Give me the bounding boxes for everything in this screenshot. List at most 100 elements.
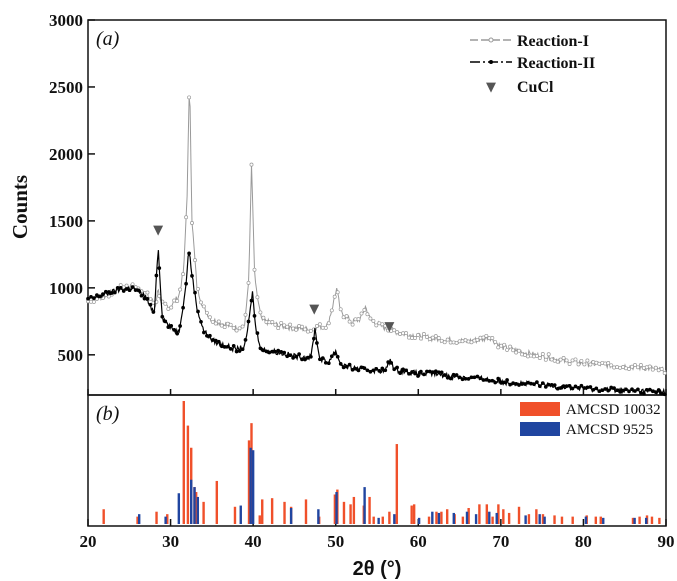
point-reaction-ii: [341, 365, 346, 370]
bar-amcsd-10032: [507, 512, 511, 524]
point-reaction-ii: [356, 368, 361, 373]
point-reaction-i: [258, 310, 263, 315]
point-reaction-ii: [362, 366, 367, 370]
point-reaction-i: [374, 323, 379, 328]
point-reaction-ii: [636, 387, 640, 392]
point-reaction-ii: [255, 331, 260, 335]
bar-amcsd-9525: [249, 447, 252, 524]
point-reaction-i: [231, 325, 236, 330]
bar-amcsd-9525: [137, 514, 141, 524]
y-tick-label: 2500: [49, 78, 83, 97]
point-reaction-i: [606, 361, 611, 366]
point-reaction-ii: [532, 382, 536, 386]
point-reaction-ii: [323, 360, 328, 365]
point-reaction-ii: [130, 285, 135, 289]
point-reaction-ii: [609, 385, 614, 390]
point-reaction-i: [294, 327, 299, 332]
point-reaction-i: [347, 319, 352, 324]
point-reaction-ii: [216, 339, 221, 344]
point-reaction-i: [546, 352, 551, 357]
point-reaction-ii: [261, 348, 266, 353]
point-reaction-ii: [184, 281, 188, 286]
bar-amcsd-9525: [363, 487, 366, 524]
point-reaction-ii: [621, 388, 625, 393]
point-reaction-i: [490, 336, 495, 340]
point-reaction-ii: [410, 370, 414, 374]
x-tick-label: 70: [492, 532, 509, 551]
point-reaction-ii: [540, 381, 545, 385]
point-reaction-ii: [499, 381, 504, 385]
point-reaction-ii: [543, 385, 548, 389]
point-reaction-i: [427, 337, 432, 342]
point-reaction-ii: [404, 368, 408, 373]
point-reaction-i: [246, 280, 251, 285]
point-reaction-ii: [487, 379, 492, 383]
point-reaction-i: [564, 358, 569, 363]
point-reaction-i: [484, 333, 489, 338]
point-reaction-i: [633, 363, 637, 367]
point-reaction-ii: [115, 285, 120, 290]
point-reaction-ii: [237, 349, 242, 353]
point-reaction-ii: [332, 351, 337, 356]
point-reaction-i: [540, 352, 545, 356]
bar-amcsd-10032: [571, 516, 574, 524]
point-reaction-i: [308, 328, 313, 333]
point-reaction-ii: [353, 366, 358, 371]
point-reaction-i: [285, 324, 290, 329]
point-reaction-ii: [300, 357, 304, 362]
point-reaction-i: [383, 323, 388, 328]
point-reaction-ii: [386, 360, 391, 364]
point-reaction-ii: [145, 297, 150, 301]
point-reaction-ii: [561, 384, 566, 388]
point-reaction-ii: [312, 336, 316, 341]
point-reaction-i: [207, 315, 212, 320]
point-reaction-ii: [508, 382, 512, 387]
point-reaction-ii: [600, 388, 605, 393]
point-reaction-ii: [89, 294, 93, 299]
cucl-marker: ▼: [384, 319, 394, 334]
bar-amcsd-9525: [543, 516, 546, 524]
bar-amcsd-9525: [177, 493, 181, 524]
point-reaction-ii: [347, 362, 352, 367]
point-reaction-i: [356, 317, 361, 322]
point-reaction-i: [433, 334, 438, 339]
point-reaction-ii: [157, 266, 162, 270]
point-reaction-ii: [101, 292, 105, 296]
point-reaction-i: [359, 311, 364, 316]
bar-amcsd-9525: [164, 516, 167, 524]
point-reaction-ii: [433, 369, 438, 374]
legend-item-reaction-i: Reaction-I: [470, 33, 589, 50]
point-reaction-ii: [228, 347, 233, 351]
bar-amcsd-10032: [258, 515, 261, 524]
point-reaction-ii: [285, 354, 290, 359]
point-reaction-ii: [517, 383, 521, 387]
bar-amcsd-10032: [467, 508, 470, 524]
point-reaction-ii: [537, 384, 542, 388]
point-reaction-ii: [249, 298, 254, 303]
point-reaction-ii: [526, 380, 530, 385]
point-reaction-ii: [240, 347, 245, 352]
legend-a: Reaction-I Reaction-II ▼ CuCl: [470, 33, 595, 96]
point-reaction-i: [659, 367, 664, 371]
point-reaction-ii: [109, 291, 114, 295]
point-reaction-ii: [594, 386, 599, 391]
point-reaction-ii: [615, 388, 619, 393]
point-reaction-ii: [234, 349, 239, 354]
bar-amcsd-9525: [196, 496, 200, 524]
point-reaction-ii: [555, 386, 560, 391]
point-reaction-ii: [279, 349, 284, 354]
point-reaction-ii: [193, 290, 197, 295]
point-reaction-i: [196, 286, 200, 291]
point-reaction-ii: [258, 346, 263, 351]
point-reaction-i: [416, 333, 420, 337]
point-reaction-i: [517, 348, 521, 353]
point-reaction-i: [380, 322, 385, 327]
point-reaction-ii: [163, 319, 168, 324]
point-reaction-ii: [86, 296, 90, 301]
bar-amcsd-10032: [102, 509, 105, 524]
bar-amcsd-10032: [381, 516, 384, 524]
point-reaction-ii: [505, 378, 509, 382]
point-reaction-ii: [552, 383, 557, 387]
point-reaction-ii: [106, 290, 111, 294]
